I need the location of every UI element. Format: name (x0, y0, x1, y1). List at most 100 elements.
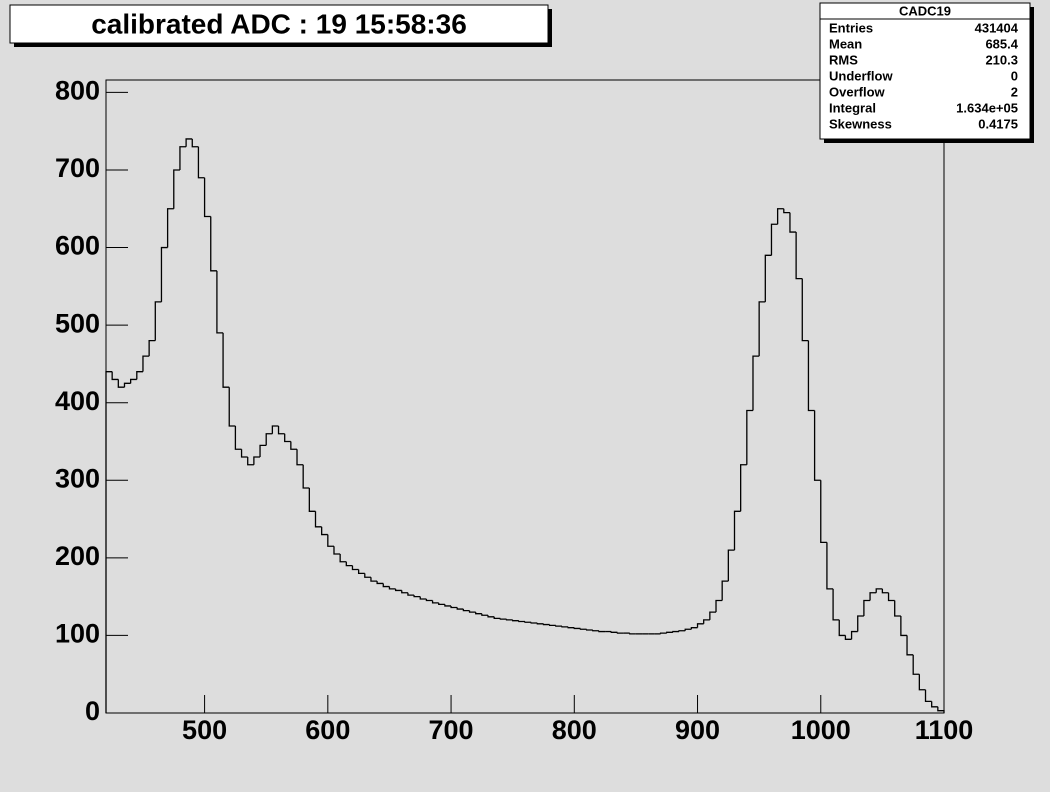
histogram-bin (616, 632, 624, 634)
histogram-bin (715, 599, 723, 613)
y-tick-label: 400 (55, 386, 100, 416)
histogram-bin (253, 456, 261, 465)
histogram-bin (123, 382, 131, 388)
x-tick-label: 900 (675, 715, 720, 745)
histogram-bin (752, 355, 760, 411)
histogram-bin (900, 616, 908, 637)
histogram-bin (924, 689, 932, 703)
histogram-bin (203, 177, 211, 218)
histogram-bin (105, 371, 113, 713)
histogram-bin (160, 246, 168, 302)
x-tick-label: 600 (305, 715, 350, 745)
stats-name: Entries (829, 20, 873, 35)
histogram-bin (832, 588, 840, 621)
histogram-bin (850, 630, 858, 640)
histogram-bin (838, 619, 846, 637)
histogram-bin (129, 378, 137, 384)
histogram-bin (530, 622, 538, 624)
histogram-bin (740, 464, 747, 512)
histogram-bin (499, 618, 507, 620)
stats-box (819, 2, 1031, 140)
histogram-bin (228, 387, 236, 427)
histogram-bin (733, 510, 741, 551)
histogram-bin (505, 619, 513, 621)
histogram-bin (327, 534, 334, 547)
histogram-bin (394, 588, 402, 592)
histogram-bin (210, 216, 217, 272)
histogram-bin (721, 580, 729, 601)
histogram-bin (197, 146, 205, 179)
histogram-bin (142, 355, 150, 372)
histogram-bin (302, 464, 310, 489)
histogram-bin (746, 409, 753, 465)
histogram-bin (869, 592, 877, 601)
histogram-bin (345, 561, 353, 567)
histogram-bin (456, 607, 464, 610)
histogram-bin (382, 583, 390, 588)
x-tick-label: 700 (429, 715, 474, 745)
histogram-bin (690, 627, 698, 630)
histogram-bin (678, 630, 686, 632)
histogram-bin (931, 701, 938, 708)
histogram-bin (376, 581, 384, 585)
histogram-bin (863, 599, 871, 617)
stats-title: CADC19 (899, 3, 951, 18)
histogram-bin (912, 654, 920, 675)
histogram-bin (462, 609, 470, 612)
histogram-bin (703, 619, 710, 624)
stats-value: 0.4175 (978, 116, 1018, 131)
histogram-bin (542, 623, 550, 626)
histogram-bin (813, 410, 821, 481)
stats-name: Integral (829, 100, 876, 115)
histogram-bin (666, 631, 673, 634)
histogram-bin (314, 511, 322, 528)
histogram-bin (887, 592, 895, 602)
histogram-bin (857, 615, 864, 632)
histogram-bin (407, 592, 415, 596)
x-tick-label: 1100 (915, 715, 974, 745)
histogram-bin (277, 425, 285, 435)
stats-value: 431404 (975, 20, 1019, 35)
histogram-bin (148, 339, 156, 357)
histogram-bin (468, 610, 476, 613)
histogram-bin (727, 549, 735, 582)
histogram-bin (776, 208, 784, 225)
histogram-bin (308, 488, 316, 512)
histogram-bin (401, 590, 408, 594)
title-box (9, 4, 549, 44)
histogram-bin (826, 542, 834, 590)
histogram-bin (179, 146, 187, 170)
histogram-bin (696, 623, 704, 628)
y-tick-label: 500 (55, 308, 100, 338)
histogram-bin (629, 633, 636, 635)
histogram-bin (339, 553, 347, 563)
y-tick-label: 300 (55, 463, 100, 493)
histogram-bin (173, 169, 180, 209)
stats-name: Mean (829, 36, 862, 51)
histogram-bin (290, 441, 298, 450)
chart-title: calibrated ADC : 19 15:58:36 (91, 8, 467, 39)
y-tick-label: 100 (55, 619, 100, 649)
histogram-bin (444, 604, 452, 607)
histogram-bin (234, 425, 242, 450)
stats-value: 0 (1011, 68, 1018, 83)
histogram-bin (764, 254, 772, 302)
histogram-bin (770, 223, 778, 256)
histogram-bin (548, 624, 556, 626)
histogram-bin (191, 138, 199, 148)
histogram-bin (567, 626, 575, 629)
y-tick-label: 200 (55, 541, 100, 571)
histogram-bin (296, 449, 304, 466)
x-tick-label: 800 (552, 715, 597, 745)
x-tick-label: 1000 (791, 715, 851, 745)
histogram-bin (493, 616, 501, 620)
histogram-bin (881, 588, 889, 594)
histogram-bin (333, 546, 341, 555)
histogram-bin (265, 433, 273, 446)
histogram-bin (795, 232, 803, 280)
histogram-bin (672, 630, 680, 633)
stats-value: 210.3 (985, 52, 1018, 67)
histogram-bin (240, 449, 248, 458)
histogram-bin (216, 270, 224, 334)
